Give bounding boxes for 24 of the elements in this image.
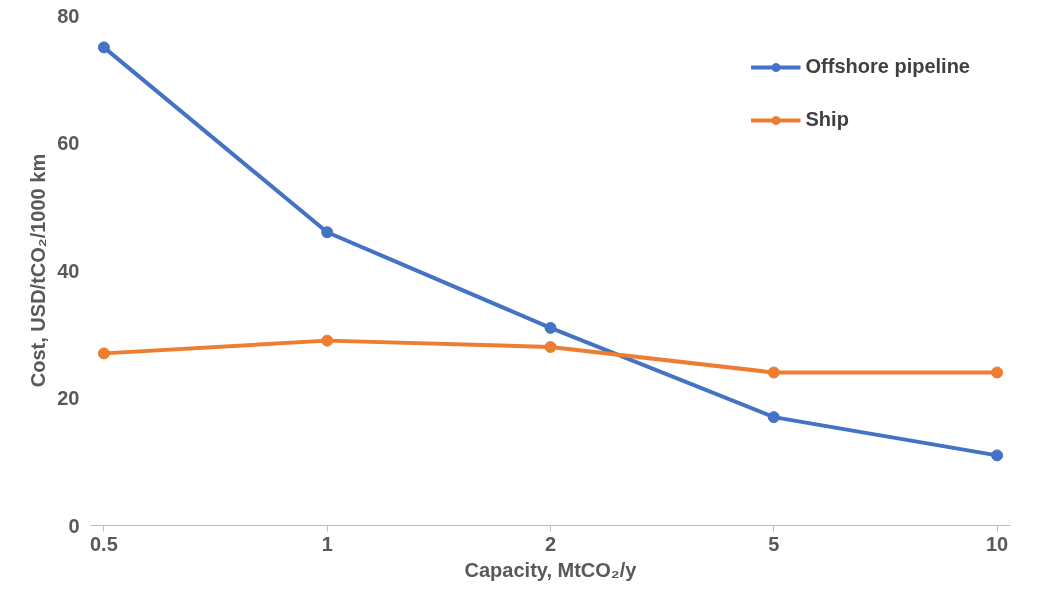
x-axis-title: Capacity, MtCO₂/y xyxy=(464,558,638,581)
point xyxy=(97,41,110,54)
point xyxy=(544,321,557,334)
point xyxy=(991,366,1004,379)
point xyxy=(767,366,780,379)
point xyxy=(767,411,780,424)
y-axis-title: Cost, USD/tCO₂/1000 km xyxy=(27,153,50,388)
point xyxy=(321,226,334,239)
x-tick-label: 10 xyxy=(985,532,1009,555)
legend-label: Ship xyxy=(805,108,849,131)
x-tick-label: 1 xyxy=(321,532,333,555)
x-tick-label: 5 xyxy=(768,532,780,555)
point xyxy=(544,341,557,353)
y-tick-label: 60 xyxy=(57,132,80,154)
point xyxy=(321,334,334,347)
legend-label: Offshore pipeline xyxy=(805,55,970,78)
x-tick-label: 0.5 xyxy=(90,532,118,555)
y-tick-label: 0 xyxy=(68,514,80,537)
y-tick-label: 80 xyxy=(57,4,80,27)
point xyxy=(991,449,1004,462)
y-tick-label: 20 xyxy=(57,387,80,409)
x-tick-label: 2 xyxy=(544,532,557,555)
point xyxy=(97,347,110,360)
y-tick-label: 40 xyxy=(57,259,80,282)
